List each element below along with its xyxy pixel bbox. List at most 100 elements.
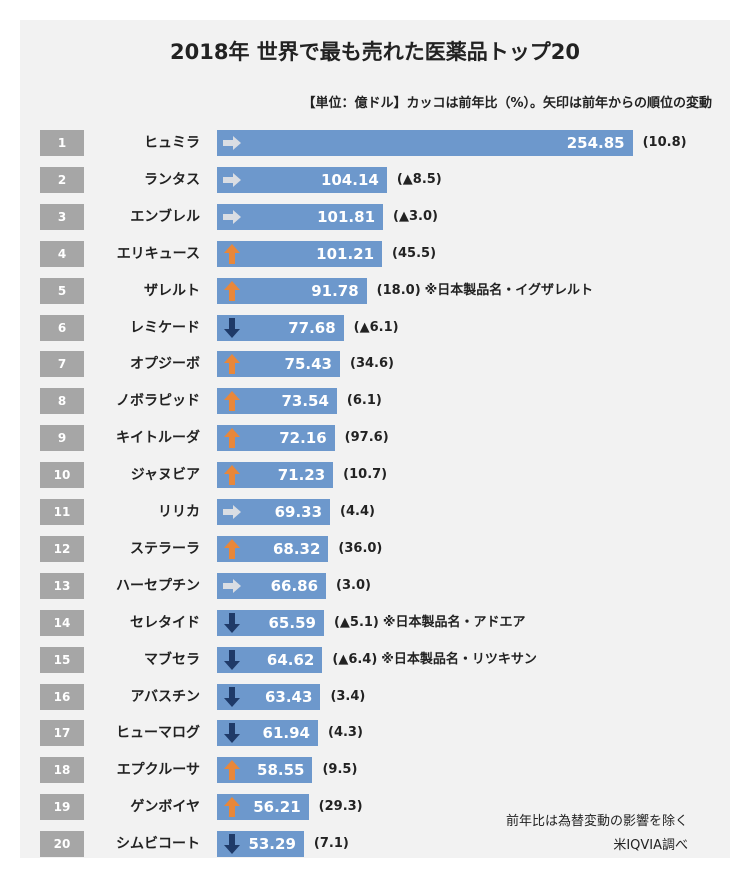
rank-number: 10	[40, 462, 84, 489]
yoy-change-label: (10.7)	[343, 462, 387, 488]
rank-number: 20	[40, 831, 84, 858]
yoy-change-value: (18.0)	[376, 282, 421, 298]
bar-value-label: 72.16	[279, 429, 327, 448]
drug-name: ハーセプチン	[116, 577, 200, 594]
bar-value-label: 101.81	[317, 207, 376, 226]
rank-up-arrow-icon	[221, 351, 243, 377]
bar	[217, 240, 383, 267]
yoy-change-value: (10.8)	[642, 135, 687, 150]
drug-name: オプジーボ	[130, 356, 200, 373]
yoy-change-value: (▲8.5)	[396, 171, 442, 187]
japan-product-name-note: ※日本製品名・イグザレルト	[424, 282, 594, 298]
footnote-block: 前年比は為替変動の影響を除く 米IQVIA調べ	[506, 810, 688, 858]
rank-down-arrow-icon	[221, 315, 243, 341]
rank-number: 5	[40, 277, 84, 304]
japan-product-name-note: ※日本製品名・リツキサン	[381, 651, 537, 667]
drug-name: シムビコート	[116, 836, 200, 853]
drug-name: ザレルト	[144, 282, 200, 299]
yoy-change-label: (4.4)	[340, 499, 375, 525]
rank-same-arrow-icon	[221, 130, 243, 156]
rank-number: 16	[40, 683, 84, 710]
bar-value-label: 61.94	[262, 724, 310, 743]
rank-up-arrow-icon	[221, 388, 243, 414]
yoy-change-value: (45.5)	[392, 245, 437, 261]
yoy-change-label: (36.0)	[338, 536, 382, 562]
bar	[217, 388, 337, 415]
bar-value-label: 104.14	[320, 170, 379, 189]
bar	[217, 203, 384, 230]
rank-number: 9	[40, 425, 84, 452]
yoy-change-value: (▲5.1)	[333, 614, 379, 630]
rank-number: 15	[40, 646, 84, 673]
rank-up-arrow-icon	[221, 425, 243, 451]
rank-number: 13	[40, 572, 84, 599]
yoy-change-value: (3.4)	[330, 688, 366, 704]
yoy-change-label: (10.8)	[643, 130, 687, 156]
bar-value-label: 65.59	[268, 613, 316, 632]
drug-name: ゲンボイヤ	[130, 799, 200, 816]
chart-subtitle: 【単位：億ドル】カッコは前年比（%）。矢印は前年からの順位の変動	[302, 96, 712, 111]
japan-product-name-note: ※日本製品名・アドエア	[382, 614, 526, 630]
bar-value-label: 71.23	[277, 466, 326, 485]
bar-value-label: 73.54	[281, 392, 329, 411]
rank-down-arrow-icon	[221, 720, 243, 746]
drug-name: エンブレル	[130, 208, 200, 225]
yoy-change-label: (▲6.1)	[354, 315, 399, 341]
yoy-change-label: (34.6)	[350, 351, 394, 377]
yoy-change-label: (4.3)	[328, 720, 363, 746]
bar-value-label: 64.62	[266, 650, 315, 669]
bar	[217, 425, 335, 452]
drug-name: エプクルーサ	[116, 762, 200, 779]
yoy-change-label: (97.6)	[345, 425, 389, 451]
rank-number: 19	[40, 794, 84, 821]
rank-number: 7	[40, 351, 84, 378]
rank-number: 8	[40, 388, 84, 415]
bar	[217, 351, 340, 378]
drug-name: エリキュース	[116, 245, 200, 262]
bar	[217, 462, 334, 489]
drug-name: レミケード	[130, 319, 200, 336]
yoy-change-value: (4.3)	[328, 725, 363, 741]
footnote: 前年比は為替変動の影響を除く	[505, 814, 688, 829]
yoy-change-value: (9.5)	[322, 762, 358, 778]
bar-value-label: 91.78	[311, 281, 359, 300]
rank-number: 17	[40, 720, 84, 747]
chart-panel: 2018年 世界で最も売れた医薬品トップ20 【単位：億ドル】カッコは前年比（%…	[20, 20, 730, 858]
rank-number: 14	[40, 609, 84, 636]
bar	[217, 314, 344, 341]
rank-same-arrow-icon	[221, 499, 243, 525]
yoy-change-value: (97.6)	[344, 430, 389, 446]
rank-up-arrow-icon	[221, 241, 243, 267]
rank-down-arrow-icon	[221, 684, 243, 710]
rank-number: 1	[40, 130, 84, 156]
rank-down-arrow-icon	[221, 831, 243, 857]
rank-down-arrow-icon	[221, 647, 243, 673]
yoy-change-label: (9.5)	[322, 757, 357, 783]
bar	[217, 535, 329, 562]
bar-value-label: 66.86	[270, 576, 319, 595]
drug-name: ジャヌビア	[130, 467, 200, 484]
yoy-change-value: (▲6.1)	[353, 319, 399, 335]
yoy-change-label: (▲8.5)	[397, 167, 442, 193]
rank-number: 18	[40, 757, 84, 784]
rank-number: 12	[40, 535, 84, 562]
bar-value-label: 53.29	[248, 835, 296, 854]
yoy-change-label: (3.0)	[336, 573, 371, 599]
yoy-change-label: (6.1)	[347, 388, 382, 414]
bar	[217, 166, 387, 193]
bar-value-label: 101.21	[316, 244, 375, 263]
yoy-change-label: (45.5)	[392, 241, 436, 267]
yoy-change-value: (6.1)	[346, 393, 382, 409]
bar-value-label: 63.43	[264, 687, 313, 706]
drug-name: アバスチン	[130, 688, 200, 705]
bar-value-label: 75.43	[284, 355, 332, 374]
yoy-change-label: (3.4)	[330, 684, 365, 710]
rank-up-arrow-icon	[221, 794, 243, 820]
rank-up-arrow-icon	[221, 462, 243, 488]
yoy-change-label: (▲5.1) ※日本製品名・アドエア	[334, 610, 526, 636]
yoy-change-value: (10.7)	[343, 467, 388, 483]
yoy-change-value: (36.0)	[338, 540, 383, 556]
rank-number: 3	[40, 203, 84, 230]
chart-title: 2018年 世界で最も売れた医薬品トップ20	[170, 40, 580, 64]
rank-down-arrow-icon	[221, 610, 243, 636]
